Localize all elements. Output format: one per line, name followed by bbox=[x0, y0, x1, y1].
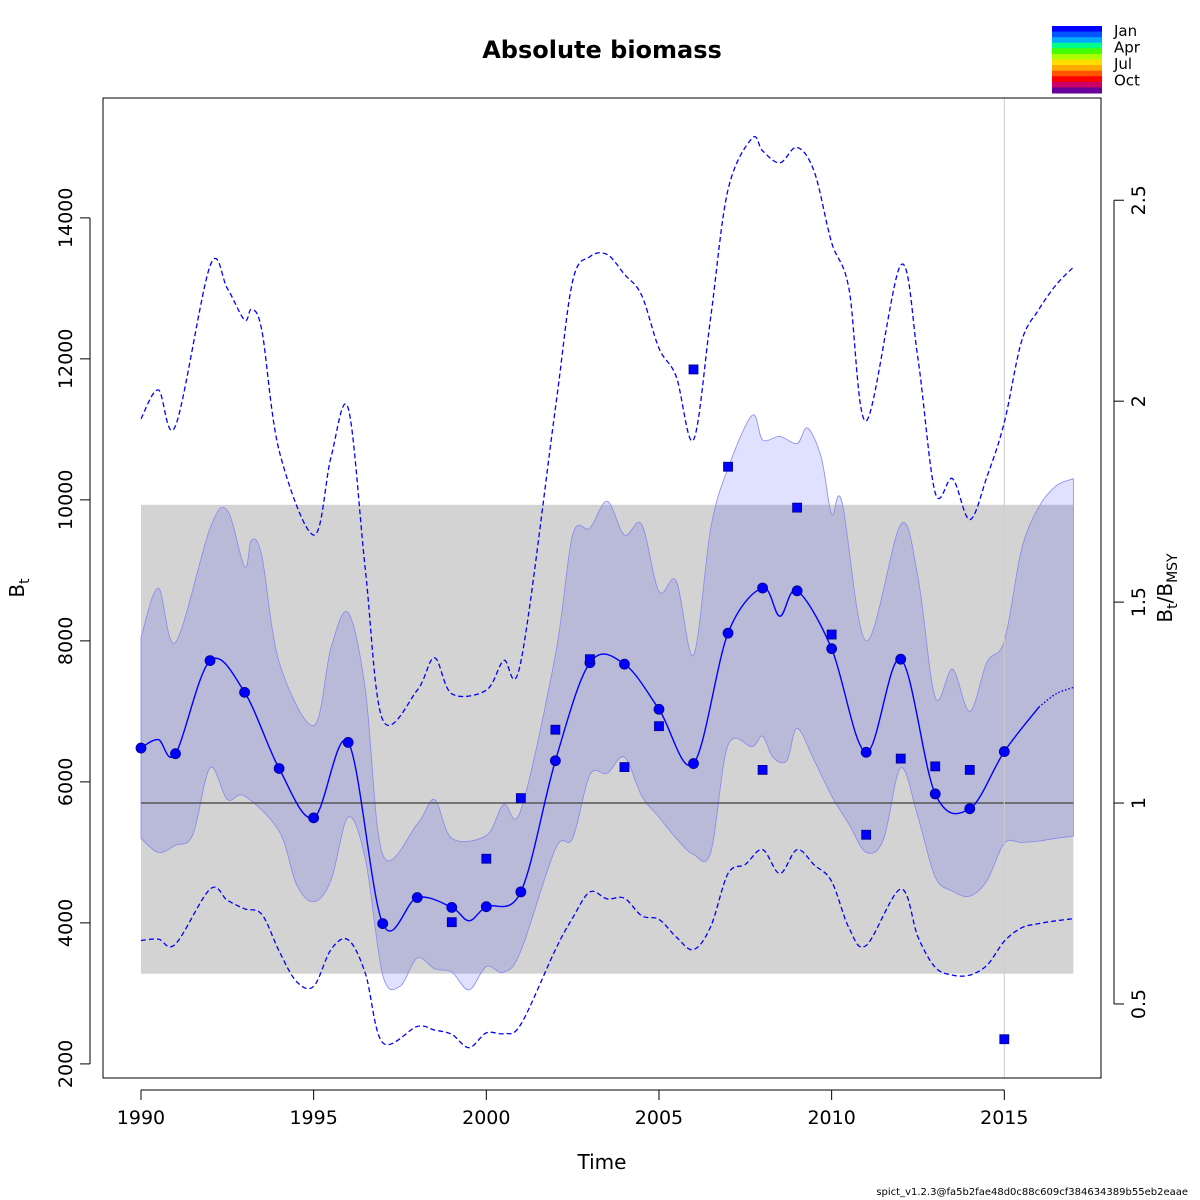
y-axis-label-sub: t bbox=[17, 578, 33, 584]
y2-label-t: t bbox=[1165, 603, 1181, 609]
estimate-point bbox=[895, 653, 907, 665]
prediction-upper-line bbox=[140, 136, 1074, 726]
plot-frame bbox=[102, 97, 1102, 1079]
x-tick-label: 2005 bbox=[635, 1107, 683, 1129]
estimate-point bbox=[929, 788, 941, 800]
estimate-point bbox=[826, 643, 838, 655]
bmsy-confidence-band bbox=[140, 504, 1074, 974]
y2-tick-label: 2.5 bbox=[1128, 185, 1150, 215]
observation-point bbox=[723, 461, 733, 472]
y-axis-label-main: B bbox=[5, 584, 29, 598]
observation-point bbox=[999, 1034, 1010, 1045]
estimate-point bbox=[239, 686, 250, 698]
svg-text:Bt: Bt bbox=[5, 578, 33, 598]
legend-color-band bbox=[1052, 70, 1102, 77]
y-tick-label: 14000 bbox=[55, 188, 77, 248]
y-tick-label: 10000 bbox=[55, 470, 77, 530]
estimate-point bbox=[757, 582, 768, 594]
y2-tick-label: 1 bbox=[1128, 797, 1150, 809]
observation-point bbox=[895, 753, 906, 764]
y-tick-label: 8000 bbox=[55, 617, 77, 665]
y-tick-label: 6000 bbox=[55, 758, 77, 806]
y-tick-label: 2000 bbox=[55, 1040, 77, 1088]
legend-color-band bbox=[1052, 31, 1102, 38]
estimate-point bbox=[515, 886, 527, 898]
observation-point bbox=[826, 629, 837, 640]
observation-point bbox=[792, 502, 803, 513]
y2-tick-label: 1.5 bbox=[1128, 587, 1150, 617]
chart-title: Absolute biomass bbox=[482, 36, 722, 64]
legend-color-band bbox=[1052, 59, 1102, 66]
estimate-point bbox=[480, 901, 492, 913]
x-tick-label: 2010 bbox=[807, 1107, 855, 1129]
y2-label-b: B bbox=[1153, 609, 1177, 623]
estimate-point bbox=[273, 763, 285, 774]
estimate-point bbox=[688, 758, 699, 769]
estimate-point bbox=[204, 655, 216, 667]
y-tick-label: 12000 bbox=[55, 329, 77, 389]
observation-point bbox=[550, 724, 561, 735]
observation-point bbox=[515, 793, 526, 804]
estimate-point bbox=[619, 658, 630, 670]
version-footer: spict_v1.2.3@fa5b2fae48d0c88c609cf384634… bbox=[876, 1187, 1188, 1198]
x-tick-label: 2000 bbox=[462, 1107, 510, 1129]
observation-point bbox=[585, 654, 595, 665]
x-tick-label: 2015 bbox=[980, 1107, 1028, 1129]
estimate-point bbox=[791, 585, 803, 597]
estimate-point bbox=[377, 918, 389, 929]
estimate-point bbox=[653, 703, 665, 715]
y-axis-label: Bt bbox=[5, 578, 33, 598]
legend-color-band bbox=[1052, 48, 1102, 55]
y2-tick-label: 0.5 bbox=[1128, 989, 1150, 1019]
legend-label-jan: Jan bbox=[1113, 22, 1137, 40]
estimate-point bbox=[170, 748, 181, 760]
observation-point bbox=[861, 829, 872, 840]
observation-point bbox=[964, 764, 975, 775]
legend-label-apr: Apr bbox=[1114, 39, 1141, 57]
y-tick-label: 4000 bbox=[55, 899, 77, 947]
prediction-lower-line bbox=[140, 848, 1074, 1049]
biomass-ci-region bbox=[140, 414, 1074, 991]
legend-color-band bbox=[1052, 87, 1102, 94]
estimate-point bbox=[446, 901, 458, 913]
estimate-point bbox=[342, 737, 354, 748]
legend-color-band bbox=[1052, 81, 1102, 88]
y2-label-msy: MSY bbox=[1165, 553, 1181, 583]
biomass-forecast-line bbox=[1038, 686, 1074, 708]
observation-point bbox=[757, 764, 768, 775]
estimate-point bbox=[998, 746, 1010, 757]
x-axis-label: Time bbox=[577, 1150, 627, 1174]
observation-point bbox=[688, 364, 699, 375]
legend-color-band bbox=[1052, 42, 1102, 49]
legend-color-band bbox=[1052, 65, 1102, 72]
y2-label-slash: /B bbox=[1153, 583, 1177, 603]
legend-color-band bbox=[1052, 76, 1102, 83]
observation-point bbox=[619, 762, 630, 772]
estimate-point bbox=[549, 755, 561, 767]
observation-point bbox=[654, 721, 664, 732]
svg-text:Bt/BMSY: Bt/BMSY bbox=[1153, 553, 1181, 623]
estimate-point bbox=[722, 627, 734, 639]
observation-point bbox=[930, 761, 941, 772]
x-tick-label: 1990 bbox=[117, 1107, 165, 1129]
estimate-point bbox=[411, 892, 423, 903]
legend-color-band bbox=[1052, 26, 1102, 33]
estimate-point bbox=[964, 803, 976, 815]
legend-label-jul: Jul bbox=[1113, 55, 1132, 73]
estimate-point bbox=[135, 742, 147, 754]
observation-point bbox=[481, 853, 492, 864]
estimate-point bbox=[860, 746, 872, 758]
y2-tick-label: 2 bbox=[1128, 395, 1150, 407]
legend-label-oct: Oct bbox=[1114, 72, 1140, 90]
axes: 1990 1995 2000 2005 2010 2015 2000 4000 6000 8000… bbox=[55, 185, 1150, 1129]
plot-area bbox=[135, 98, 1074, 1078]
x-tick-label: 1995 bbox=[289, 1107, 337, 1129]
y2-axis-label: Bt/BMSY bbox=[1153, 553, 1181, 623]
estimate-point bbox=[308, 812, 320, 824]
legend-color-band bbox=[1052, 53, 1102, 60]
observation-point bbox=[446, 917, 457, 928]
legend-color-band bbox=[1052, 37, 1102, 44]
